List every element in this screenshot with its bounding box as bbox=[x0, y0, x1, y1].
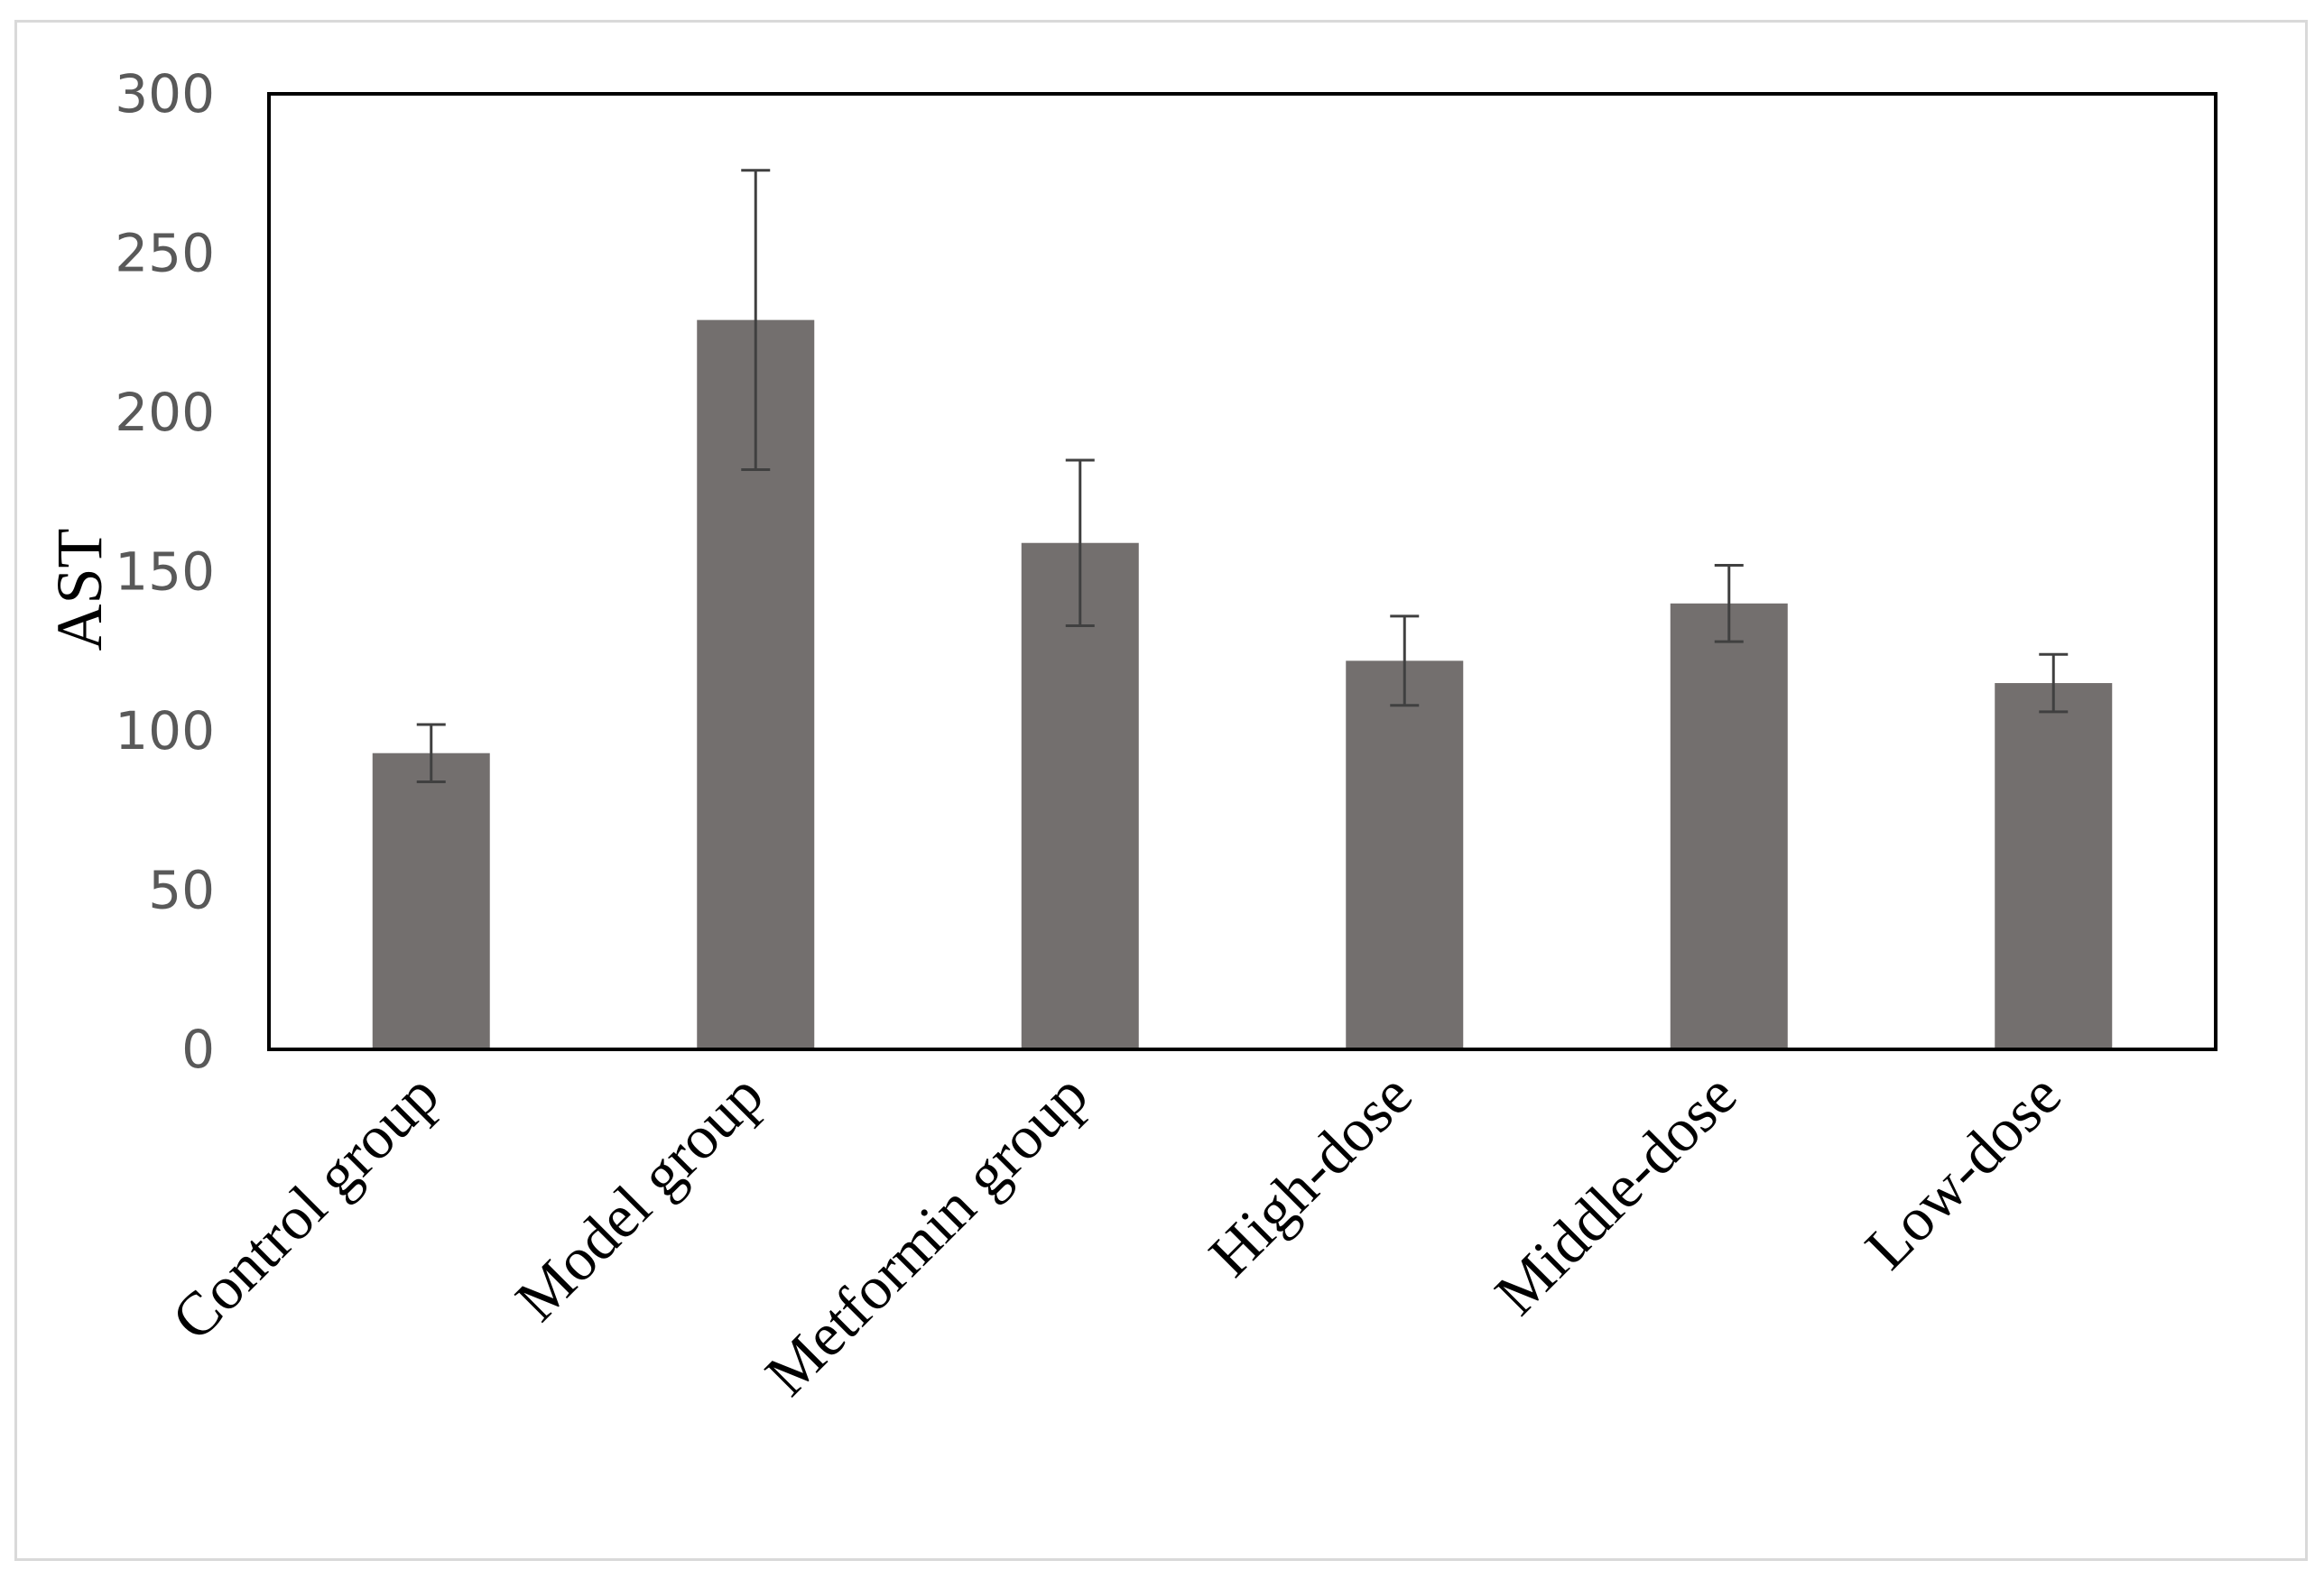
error-bar-2 bbox=[741, 169, 771, 472]
x-tick-label: Metformin group bbox=[752, 1060, 1100, 1408]
bar-3 bbox=[1021, 542, 1139, 1049]
y-axis-title: AST bbox=[43, 528, 116, 651]
x-tick-label: Control group bbox=[158, 1060, 451, 1353]
error-bar-3 bbox=[1065, 458, 1095, 628]
plot-area-border bbox=[267, 92, 2218, 1051]
bar-6 bbox=[1995, 683, 2113, 1049]
y-tick-label: 150 bbox=[115, 541, 215, 603]
y-tick-label: 0 bbox=[181, 1019, 215, 1080]
x-tick-label: Middle-dose bbox=[1482, 1060, 1750, 1328]
bars-group bbox=[372, 319, 2113, 1049]
y-tick-label: 200 bbox=[115, 382, 215, 443]
error-bar-5 bbox=[1714, 563, 1744, 643]
y-tick-label: 250 bbox=[115, 223, 215, 284]
x-tick-label: Low-dose bbox=[1852, 1060, 2074, 1282]
x-tick-label: High-dose bbox=[1196, 1060, 1425, 1289]
x-tick-label: Model group bbox=[502, 1060, 775, 1334]
y-tick-label: 100 bbox=[115, 700, 215, 762]
error-bar-6 bbox=[2039, 652, 2069, 714]
y-axis-ticks: 0 50 100 150 200 250 300 bbox=[115, 63, 215, 1080]
error-bar-1 bbox=[416, 723, 446, 783]
y-tick-label: 300 bbox=[115, 63, 215, 125]
bar-4 bbox=[1346, 660, 1464, 1049]
bar-5 bbox=[1670, 603, 1788, 1049]
error-bars-group bbox=[416, 169, 2069, 783]
error-bar-4 bbox=[1390, 614, 1420, 707]
y-tick-label: 50 bbox=[148, 860, 215, 921]
bar-1 bbox=[372, 753, 490, 1049]
